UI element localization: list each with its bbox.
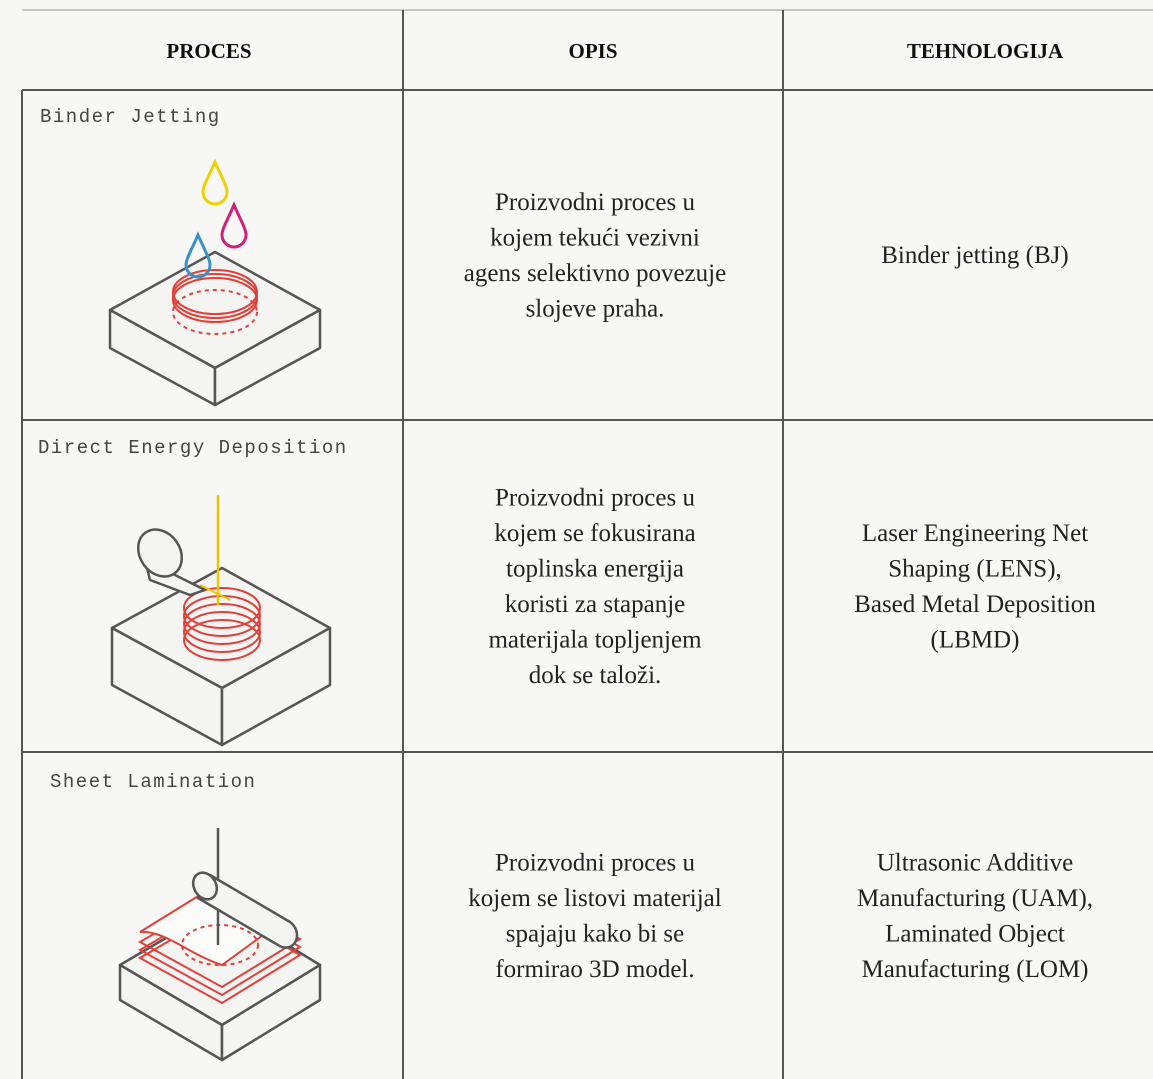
description-line: Proizvodni proces u — [495, 849, 695, 876]
description-line: Proizvodni proces u — [495, 189, 695, 216]
description-line: dok se taloži. — [529, 662, 662, 689]
technology-line: Manufacturing (LOM) — [861, 956, 1088, 983]
column-header: OPIS — [568, 39, 617, 63]
description-line: kojem se listovi materijal — [468, 885, 721, 912]
process-label: Binder Jetting — [40, 106, 221, 128]
binder-jetting-illustration — [108, 158, 322, 407]
column-header: PROCES — [166, 39, 251, 63]
process-label: Direct Energy Deposition — [38, 437, 348, 459]
description-line: formirao 3D model. — [495, 956, 694, 983]
description-line: slojeve praha. — [526, 295, 665, 322]
description-line: kojem tekući vezivni — [490, 224, 700, 251]
process-label: Sheet Lamination — [50, 771, 256, 793]
description-line: toplinska energija — [506, 555, 684, 582]
technology-line: Laser Engineering Net — [862, 520, 1088, 547]
technology-line: Binder jetting (BJ) — [881, 242, 1068, 269]
description-line: kojem se fokusirana — [494, 520, 695, 547]
ded-illustration — [110, 495, 332, 747]
technology-line: Manufacturing (UAM), — [857, 885, 1093, 912]
technology-line: Based Metal Deposition — [854, 591, 1096, 618]
description-line: spajaju kako bi se — [506, 920, 684, 947]
technology-line: Laminated Object — [885, 920, 1065, 947]
description-line: agens selektivno povezuje — [464, 260, 726, 287]
technology-line: (LBMD) — [931, 626, 1020, 653]
technology-line: Ultrasonic Additive — [877, 849, 1074, 876]
technology-line: Shaping (LENS), — [888, 555, 1062, 582]
sheet-lamination-illustration — [118, 828, 322, 1062]
column-header: TEHNOLOGIJA — [907, 39, 1064, 63]
description-line: materijala topljenjem — [488, 626, 702, 653]
description-line: koristi za stapanje — [505, 591, 686, 618]
description-line: Proizvodni proces u — [495, 484, 695, 511]
